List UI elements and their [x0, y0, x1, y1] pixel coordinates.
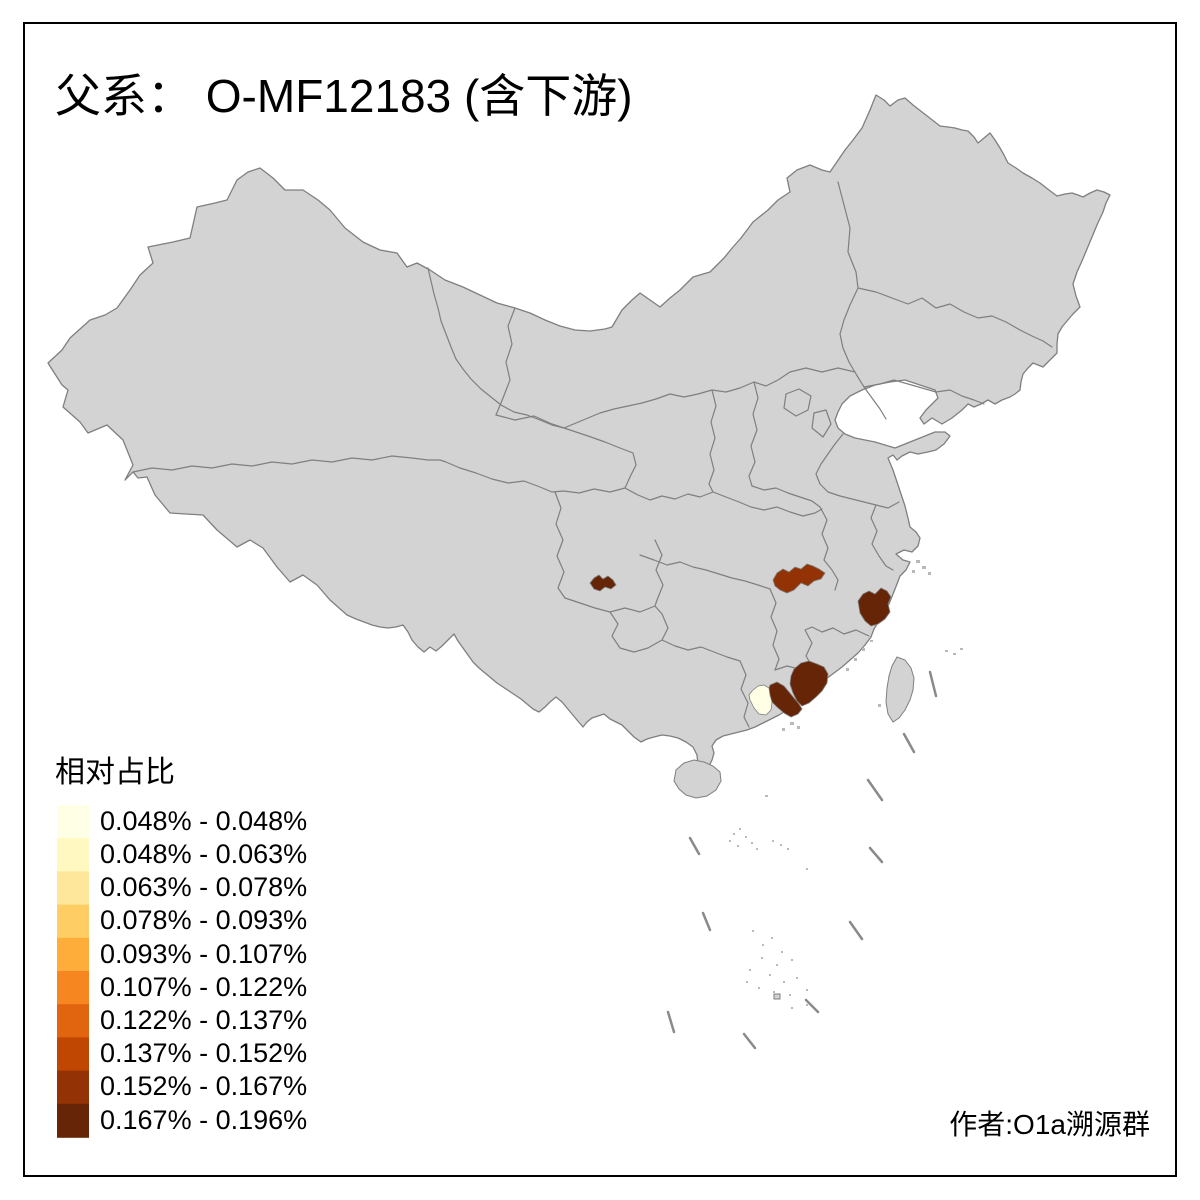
- border-beijing: [783, 388, 812, 417]
- border-jilin-liaoning: [863, 379, 985, 405]
- border-jiangsu-anhui: [870, 504, 894, 571]
- border-qinghai: [439, 414, 637, 494]
- legend-swatch-7: [57, 1037, 89, 1072]
- legend-swatch-8: [57, 1070, 89, 1105]
- legend-swatch-0: [57, 805, 89, 839]
- region-west-guangdong: [748, 684, 773, 716]
- hainan-island: [673, 759, 722, 799]
- china-map: [47, 94, 1111, 1050]
- legend-label-1: 0.048% - 0.063%: [100, 839, 307, 869]
- legend-swatch-6: [57, 1004, 89, 1039]
- legend-label-7: 0.137% - 0.152%: [100, 1038, 307, 1068]
- border-tibet-sichuan: [554, 491, 566, 599]
- legend-label-5: 0.107% - 0.122%: [100, 972, 307, 1002]
- taiwan-island: [885, 656, 915, 723]
- region-east-guangdong: [789, 660, 829, 707]
- legend-swatch-1: [57, 838, 89, 873]
- border-tianjin: [811, 409, 832, 438]
- border-xinjiang-tibet: [132, 455, 441, 473]
- figure-frame: [23, 22, 1177, 1177]
- border-hebei-shanxi: [748, 381, 759, 487]
- legend-label-4: 0.093% - 0.107%: [100, 939, 307, 969]
- border-hubei-hunan: [639, 554, 771, 590]
- border-qinling: [624, 487, 823, 517]
- border-guangxi-guangdong: [739, 660, 750, 728]
- attribution-text: 作者:O1a溯源群: [949, 1109, 1150, 1140]
- region-northeast-jiangxi: [857, 587, 892, 627]
- legend-swatch-3: [57, 904, 89, 939]
- legend-label-9: 0.167% - 0.196%: [100, 1105, 307, 1135]
- legend-swatch-4: [57, 937, 89, 972]
- border-yunnan-sichuan: [564, 597, 611, 613]
- coastal-islets: [782, 560, 963, 731]
- border-innermongolia-south: [427, 267, 856, 429]
- legend-swatch-9: [57, 1103, 89, 1138]
- nine-dash-line: [666, 670, 938, 1050]
- border-xinjiang-east: [495, 307, 516, 416]
- legend-title: 相对占比: [55, 756, 175, 789]
- border-henan-anhui: [751, 485, 839, 591]
- legend-label-2: 0.063% - 0.078%: [100, 872, 307, 902]
- region-chongqing: [589, 574, 617, 592]
- border-heilongjiang-jilin: [857, 287, 1053, 348]
- legend-swatch-2: [57, 871, 89, 906]
- legend-label-0: 0.048% - 0.048%: [100, 806, 307, 836]
- province-borders: [132, 181, 1053, 728]
- legend-label-6: 0.122% - 0.137%: [100, 1005, 307, 1035]
- border-guangxi-north: [661, 639, 741, 662]
- south-china-sea-islets: [729, 795, 808, 1009]
- region-southeast-hubei: [772, 563, 826, 594]
- border-hunan-jiangxi: [769, 588, 780, 671]
- highlighted-regions: [589, 563, 892, 718]
- legend: 相对占比 0.048% - 0.048% 0.048% - 0.063% 0.0…: [55, 756, 307, 1138]
- border-innermongolia-northeast: [837, 181, 887, 420]
- page-title: 父系： O-MF12183 (含下游): [55, 70, 633, 122]
- legend-label-8: 0.152% - 0.167%: [100, 1071, 307, 1101]
- legend-label-3: 0.078% - 0.093%: [100, 905, 307, 935]
- border-shanxi-shaanxi: [708, 389, 717, 493]
- border-sichuan-chongqing: [654, 539, 664, 607]
- legend-swatch-5: [57, 971, 89, 1005]
